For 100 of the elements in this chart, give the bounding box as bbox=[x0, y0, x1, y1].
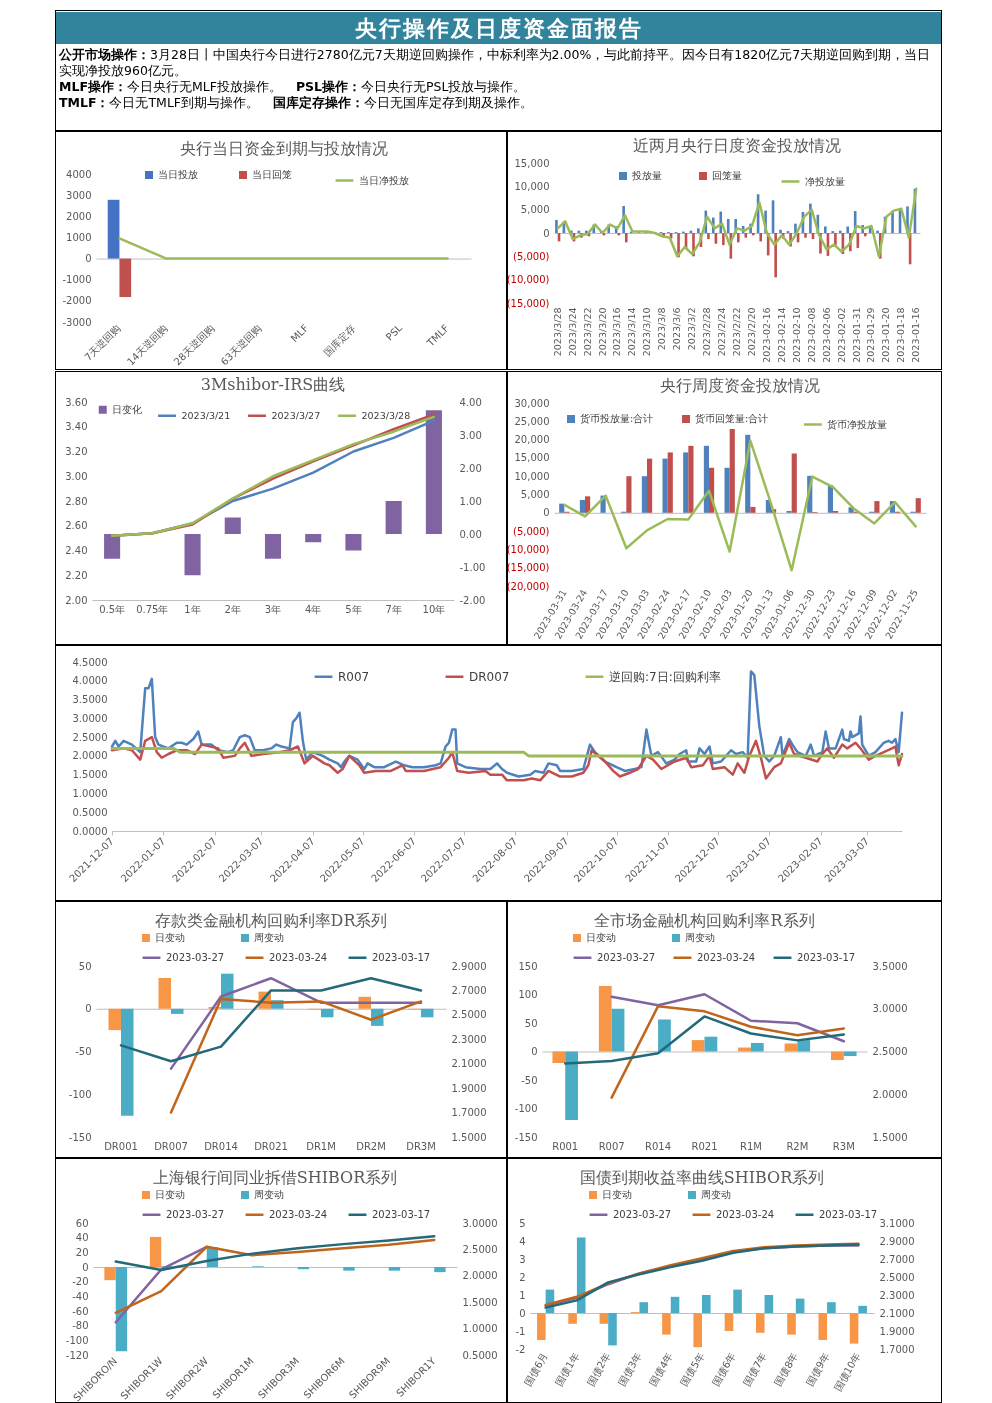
y-tick-label: 3 bbox=[519, 1253, 526, 1265]
y-tick-label: 3.5000 bbox=[72, 694, 108, 706]
y-tick-label: 2.00 bbox=[65, 594, 88, 606]
y-tick-label: -100 bbox=[68, 1088, 92, 1100]
y-tick-label: -60 bbox=[72, 1305, 89, 1317]
x-tick-label: DR007 bbox=[154, 1140, 188, 1152]
x-tick-label: 2023/3/24 bbox=[566, 307, 578, 357]
y2-tick-label: 2.5000 bbox=[872, 1046, 908, 1057]
legend-label: 2023-03-24 bbox=[716, 1208, 775, 1220]
y-tick-label: (15,000) bbox=[506, 562, 550, 574]
legend-label: 2023-03-24 bbox=[697, 951, 756, 963]
legend-label: 2023-03-27 bbox=[166, 951, 225, 963]
legend-label: 2023-03-17 bbox=[797, 951, 856, 963]
y-tick-label: (5,000) bbox=[513, 250, 550, 262]
y-tick-label: 2.0000 bbox=[72, 750, 108, 762]
y-tick-label: 3.20 bbox=[65, 446, 88, 457]
y-tick-label: -100 bbox=[65, 1334, 89, 1346]
legend-label: 日变化 bbox=[111, 403, 142, 415]
y-tick-label: 2 bbox=[519, 1271, 526, 1283]
x-tick-label: 国债2年 bbox=[584, 1350, 613, 1388]
x-tick-label: 2023-02-08 bbox=[805, 307, 817, 363]
y2-tick-label: 3.5000 bbox=[872, 960, 908, 972]
y-tick-label: 2.60 bbox=[65, 520, 88, 532]
x-tick-label: R007 bbox=[598, 1140, 625, 1152]
x-tick-label: 2023/3/22 bbox=[581, 307, 593, 357]
text: TMLF：今日无TMLF到期与操作。 bbox=[59, 95, 260, 110]
y2-tick-label: 1.5000 bbox=[462, 1296, 498, 1308]
x-tick-label: 28天逆回购 bbox=[171, 322, 217, 368]
x-tick-label: 2023/2/24 bbox=[716, 307, 728, 357]
y-tick-label: 4000 bbox=[66, 168, 92, 180]
y-tick-label: 2.20 bbox=[65, 569, 88, 581]
y-tick-label: -120 bbox=[65, 1349, 89, 1361]
y-tick-label: 0.0000 bbox=[72, 825, 108, 837]
y-tick-label: 0 bbox=[543, 227, 550, 239]
x-tick-label: 63天逆回购 bbox=[218, 322, 264, 368]
legend-label: 逆回购:7日:回购利率 bbox=[609, 669, 721, 684]
x-tick-label: 2023/3/10 bbox=[641, 307, 653, 357]
y-tick-label: 15,000 bbox=[514, 157, 550, 169]
x-tick-label: 3年 bbox=[264, 603, 282, 615]
y-tick-label: 1.0000 bbox=[72, 787, 108, 799]
y-tick-label: (5,000) bbox=[513, 525, 550, 537]
y2-tick-label: 2.1000 bbox=[451, 1058, 487, 1070]
y-tick-label: 5 bbox=[519, 1217, 526, 1229]
x-tick-label: 2023/3/2 bbox=[686, 307, 698, 351]
y2-tick-label: 0.00 bbox=[459, 528, 482, 540]
y-tick-label: 0 bbox=[531, 1046, 538, 1057]
x-tick-label: 国债10年 bbox=[831, 1350, 863, 1394]
x-tick-label: 2023/2/20 bbox=[745, 307, 757, 357]
y-tick-label: 10,000 bbox=[514, 470, 550, 482]
x-tick-label: 2023/3/14 bbox=[626, 307, 638, 357]
x-tick-label: DR2M bbox=[356, 1140, 386, 1152]
y-tick-label: 4.5000 bbox=[72, 656, 108, 668]
x-tick-label: 2023-01-31 bbox=[850, 307, 862, 363]
y-tick-label: 40 bbox=[75, 1232, 89, 1244]
text: 国库定存操作：今日无国库定存到期及操作。 bbox=[273, 95, 534, 110]
x-tick-label: 2023-01-16 bbox=[910, 307, 922, 363]
y-tick-label: 0 bbox=[519, 1307, 526, 1319]
y-tick-label: -40 bbox=[72, 1290, 89, 1302]
legend-label: R007 bbox=[338, 669, 370, 684]
x-tick-label: 2023/3/16 bbox=[611, 307, 623, 357]
y-tick-label: 20,000 bbox=[514, 434, 550, 446]
y-tick-label: 3.60 bbox=[65, 396, 88, 408]
y-tick-label: 0 bbox=[85, 1003, 92, 1015]
x-tick-label: 0.75年 bbox=[136, 603, 169, 615]
x-tick-label: 2023-02-10 bbox=[790, 307, 802, 363]
y2-tick-label: 2.0000 bbox=[462, 1270, 498, 1282]
x-tick-label: R1M bbox=[739, 1140, 762, 1152]
y-tick-label: 4 bbox=[519, 1235, 526, 1247]
legend-label: 日变动 bbox=[586, 932, 616, 943]
y2-tick-label: 1.5000 bbox=[451, 1131, 487, 1143]
legend-label: 当日投放 bbox=[158, 169, 198, 180]
y-tick-label: 3.0000 bbox=[72, 712, 108, 724]
x-tick-label: R014 bbox=[645, 1140, 672, 1152]
x-tick-label: 国债9年 bbox=[803, 1350, 832, 1388]
y-tick-label: 1000 bbox=[66, 231, 92, 243]
x-tick-label: R021 bbox=[691, 1140, 718, 1152]
legend-label: 日变动 bbox=[155, 932, 185, 943]
legend-label: 2023-03-24 bbox=[269, 951, 328, 963]
x-tick-label: 2023/3/28 bbox=[551, 307, 563, 357]
legend-label: 货币回笼量:合计 bbox=[695, 413, 769, 424]
y2-tick-label: -2.00 bbox=[459, 594, 486, 606]
y2-tick-label: 2.9000 bbox=[451, 960, 487, 972]
x-tick-label: 2023-02-02 bbox=[835, 307, 847, 363]
y2-tick-label: 1.9000 bbox=[451, 1082, 487, 1094]
chart-title: 国债到期收益率曲线SHIBOR系列 bbox=[579, 1168, 825, 1187]
chart-title: 上海银行间同业拆借SHIBOR系列 bbox=[152, 1168, 398, 1187]
x-tick-label: 国债7年 bbox=[741, 1350, 769, 1388]
y-tick-label: 3.00 bbox=[65, 470, 88, 482]
y-tick-label: 15,000 bbox=[514, 452, 550, 464]
y-tick-label: -20 bbox=[72, 1276, 89, 1288]
legend-label: 2023-03-17 bbox=[372, 951, 431, 963]
chart-title: 央行周度资金投放情况 bbox=[660, 376, 820, 395]
y2-tick-label: 3.0000 bbox=[462, 1217, 498, 1229]
legend-label: 货币净投放量 bbox=[827, 418, 888, 430]
y-tick-label: 2.80 bbox=[65, 495, 88, 507]
legend-label: 2023-03-17 bbox=[819, 1208, 878, 1220]
y2-tick-label: 2.9000 bbox=[879, 1235, 915, 1247]
x-tick-label: DR021 bbox=[254, 1140, 288, 1152]
y-tick-label: 0 bbox=[85, 253, 92, 265]
legend-label: 2023-03-27 bbox=[597, 951, 656, 963]
